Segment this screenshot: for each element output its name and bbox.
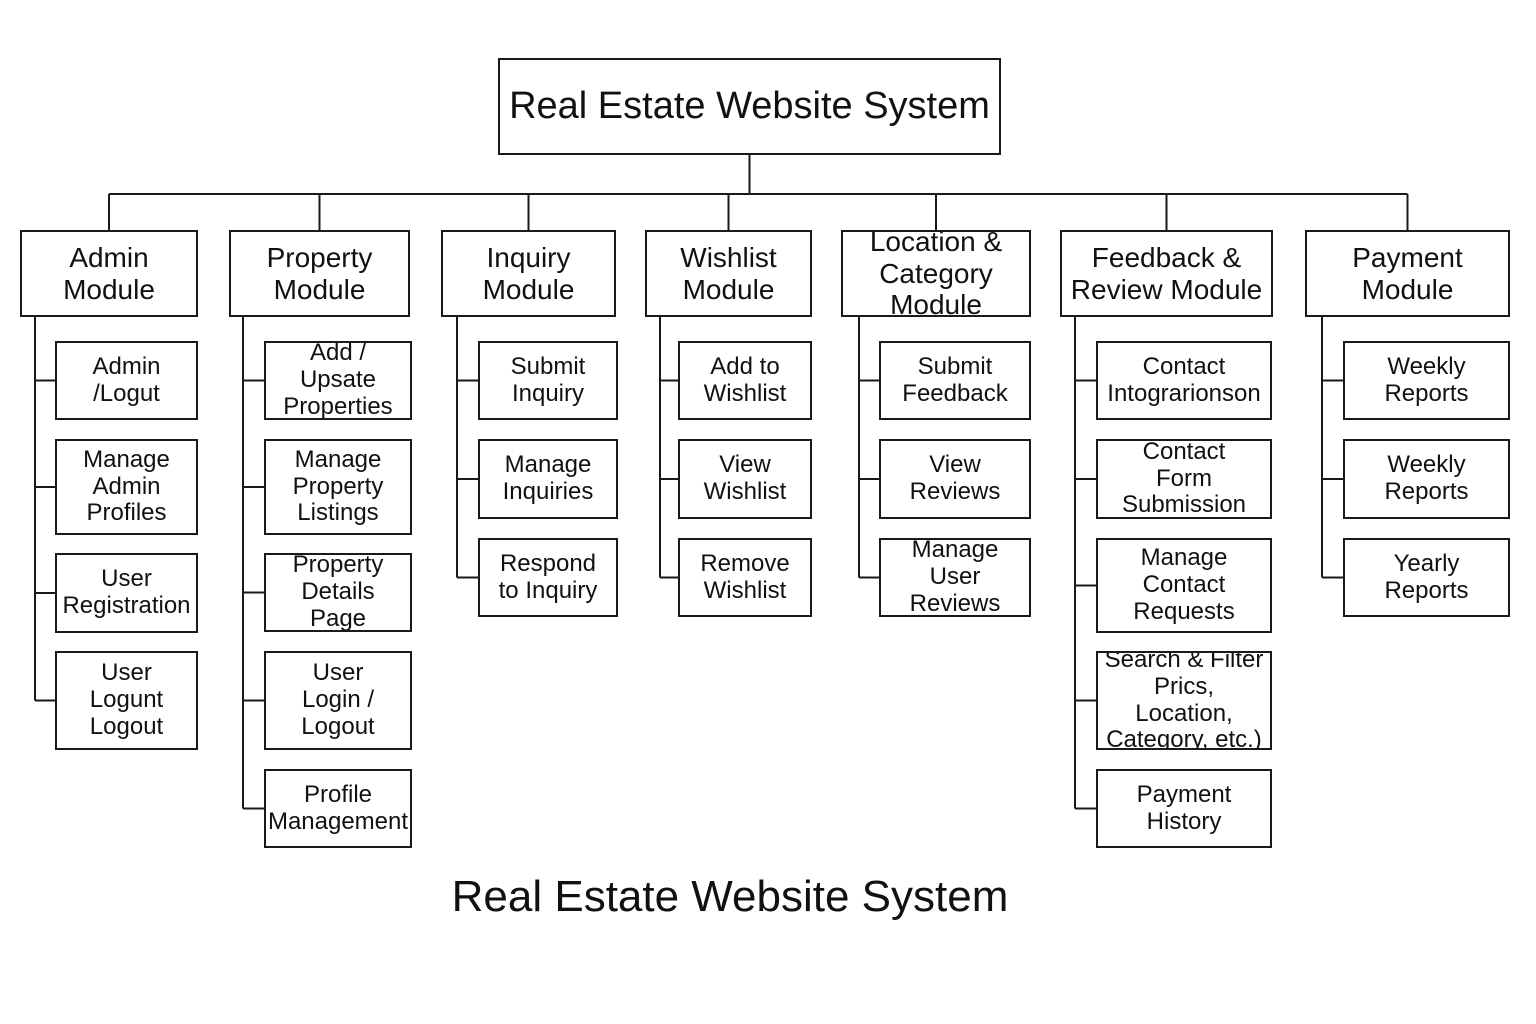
- submodule-box: Contact Form Submission: [1096, 439, 1272, 519]
- submodule-box: Contact Intograrionson: [1096, 341, 1272, 420]
- module-box: Inquiry Module: [441, 230, 616, 317]
- submodule-box: Add to Wishlist: [678, 341, 812, 420]
- submodule-box: View Reviews: [879, 439, 1031, 519]
- submodule-box: Submit Feedback: [879, 341, 1031, 420]
- submodule-box: Respond to Inquiry: [478, 538, 618, 617]
- module-box: Admin Module: [20, 230, 198, 317]
- submodule-box: Property Details Page: [264, 553, 412, 632]
- submodule-box: Manage Contact Requests: [1096, 538, 1272, 633]
- diagram-caption: Real Estate Website System: [451, 872, 1009, 921]
- module-box: Payment Module: [1305, 230, 1510, 317]
- module-box: Feedback & Review Module: [1060, 230, 1273, 317]
- submodule-box: Manage Inquiries: [478, 439, 618, 519]
- root-node: Real Estate Website System: [498, 58, 1001, 155]
- submodule-box: Search & Filter Prics, Location, Categor…: [1096, 651, 1272, 750]
- submodule-box: Payment History: [1096, 769, 1272, 848]
- submodule-box: Admin /Logut: [55, 341, 198, 420]
- submodule-box: Add / Upsate Properties: [264, 341, 412, 420]
- submodule-box: Manage Property Listings: [264, 439, 412, 535]
- submodule-box: User Login / Logout: [264, 651, 412, 750]
- submodule-box: Manage Admin Profiles: [55, 439, 198, 535]
- module-box: Wishlist Module: [645, 230, 812, 317]
- submodule-box: User Registration: [55, 553, 198, 633]
- submodule-box: View Wishlist: [678, 439, 812, 519]
- submodule-box: Profile Management: [264, 769, 412, 848]
- submodule-box: Manage User Reviews: [879, 538, 1031, 617]
- module-box: Location & Category Module: [841, 230, 1031, 317]
- submodule-box: Weekly Reports: [1343, 341, 1510, 420]
- submodule-box: Submit Inquiry: [478, 341, 618, 420]
- submodule-box: Yearly Reports: [1343, 538, 1510, 617]
- submodule-box: Remove Wishlist: [678, 538, 812, 617]
- submodule-box: Weekly Reports: [1343, 439, 1510, 519]
- submodule-box: User Logunt Logout: [55, 651, 198, 750]
- module-box: Property Module: [229, 230, 410, 317]
